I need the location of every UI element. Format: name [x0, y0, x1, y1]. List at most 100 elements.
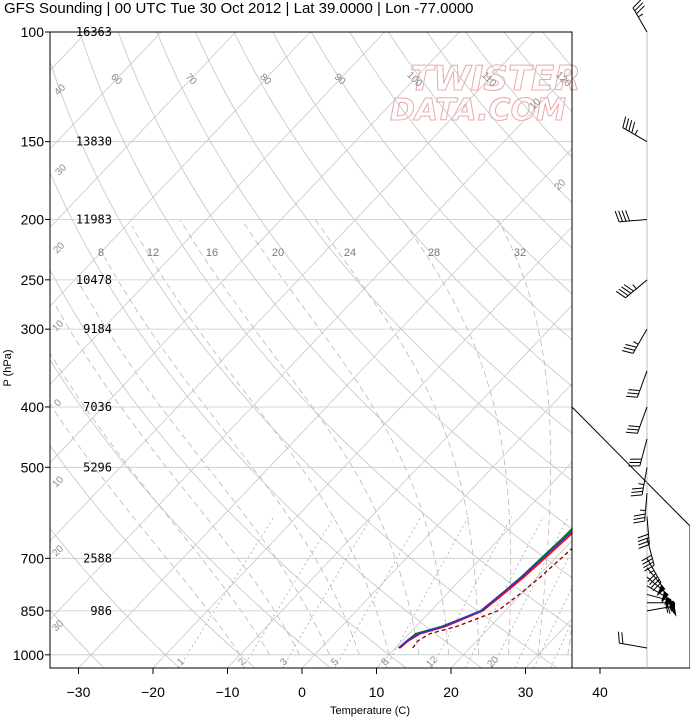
- wind-barb-full-tick: [614, 211, 620, 223]
- wind-barb: [637, 516, 650, 549]
- moist-adiabat-line: [50, 352, 271, 655]
- moist-adiabat-line: [179, 219, 420, 655]
- mixing-ratio-line: [431, 516, 513, 668]
- wind-barb-pennant: [656, 584, 665, 597]
- plot-frame: [49, 31, 573, 669]
- wind-barb: [632, 0, 648, 33]
- height-label: 7036: [83, 400, 112, 414]
- wind-barb-full-tick: [649, 576, 658, 585]
- wind-barb-full-tick: [638, 540, 650, 546]
- mixing-ratio-label: 20: [272, 247, 284, 259]
- x-axis-tick-label: 20: [443, 684, 459, 700]
- wind-barb-half-tick: [632, 284, 637, 290]
- wind-barb-full-tick: [642, 558, 653, 565]
- wind-barb-full-tick: [617, 631, 620, 644]
- wind-barb-full-tick: [638, 544, 650, 549]
- height-label: 986: [90, 604, 112, 618]
- dry-adiabat-line: [50, 527, 180, 668]
- dry-adiabat-line: [50, 60, 558, 668]
- isotherm-line: [675, 32, 690, 668]
- isotherm-line: [450, 540, 572, 668]
- height-label: 5296: [83, 460, 112, 474]
- wind-barb-full-tick: [633, 517, 645, 520]
- moist-adiabat-line: [104, 257, 360, 655]
- x-axis-tick-label: −30: [67, 684, 91, 700]
- x-axis-tick-label: −10: [216, 684, 240, 700]
- wind-barb: [615, 279, 648, 299]
- dry-adiabat-label: 20: [51, 240, 67, 256]
- y-axis: 100 150 200 250 300 400 500 700 850 1000: [13, 24, 50, 663]
- wind-barb-staff: [639, 438, 648, 467]
- dry-adiabat-line: [79, 32, 572, 628]
- wind-barb-pennant: [661, 591, 669, 604]
- y-axis-tick-label: 1000: [13, 647, 44, 663]
- dry-adiabat-line: [50, 444, 256, 668]
- dry-adiabat-label: 30: [53, 162, 69, 178]
- wind-barb-full-tick: [628, 119, 633, 132]
- profile-parcel: [412, 547, 572, 649]
- wind-barb-full-tick: [641, 554, 652, 562]
- wind-barb: [646, 593, 675, 613]
- height-label: 16363: [76, 25, 112, 39]
- dry-adiabat-line: [156, 32, 572, 530]
- wind-barb-full-tick: [634, 2, 644, 12]
- mixing-ratio-label: 28: [428, 247, 440, 259]
- mixing-ratio-label: 12: [147, 247, 159, 259]
- moist-adiabat-line: [131, 226, 390, 655]
- isotherm-line: [152, 226, 572, 668]
- wind-barb-staff: [625, 279, 648, 299]
- moist-adiabat-line: [402, 219, 512, 655]
- height-label: 11983: [76, 212, 112, 226]
- wind-barb-full-tick: [623, 284, 634, 292]
- isotherm-line: [376, 461, 572, 668]
- dry-adiabat-label: 0: [574, 349, 586, 361]
- wind-barb: [626, 370, 648, 398]
- wind-barb-full-tick: [631, 121, 636, 134]
- x-axis: −30 −20 −10 0 10 20 30 40: [67, 668, 608, 700]
- x-axis-tick-label: 10: [369, 684, 385, 700]
- wind-barb: [622, 116, 648, 143]
- height-label: 13830: [76, 135, 112, 149]
- dry-adiabat-label: 10: [50, 318, 66, 334]
- wind-barb-full-tick: [628, 389, 640, 392]
- dry-adiabat-line: [310, 32, 572, 341]
- wind-barb-full-tick: [618, 288, 629, 297]
- wind-barb-full-tick: [621, 350, 634, 354]
- mixing-ratio-line: [533, 586, 572, 668]
- wind-barb-staff: [646, 538, 655, 566]
- wind-barb: [628, 438, 648, 467]
- isotherm-line: [50, 32, 385, 385]
- wind-barb-full-tick: [621, 210, 627, 222]
- wind-barb-full-tick: [647, 573, 657, 582]
- y-axis-label: P (hPa): [2, 349, 14, 386]
- wind-barb-full-tick: [633, 520, 645, 524]
- profile-virtual-temperature: [397, 530, 572, 649]
- dry-adiabat-line: [117, 32, 572, 579]
- dry-adiabat-line: [349, 32, 572, 295]
- wind-barb-staff: [646, 558, 662, 583]
- wind-barb-full-tick: [625, 343, 637, 348]
- wind-barb-half-tick: [633, 341, 639, 345]
- wind-barb: [646, 558, 662, 592]
- wind-barb-full-tick: [630, 494, 643, 497]
- moist-adiabat-line: [241, 219, 449, 655]
- wind-barb-full-tick: [633, 513, 646, 517]
- mixing-ratio-label: 8: [98, 247, 104, 259]
- wind-barb-full-tick: [625, 210, 631, 222]
- height-label: 2588: [83, 551, 112, 565]
- wind-barb-half-tick: [634, 129, 639, 135]
- twisterdata-watermark: TWISTER DATA.COM: [390, 59, 581, 129]
- wind-barb-staff: [641, 467, 648, 495]
- dry-adiabat-label: 20: [598, 480, 614, 496]
- wind-barb-full-tick: [650, 579, 660, 588]
- y-axis-tick-label: 200: [21, 211, 45, 227]
- wind-barb-full-tick: [643, 561, 654, 569]
- watermark-line-2: DATA.COM: [390, 93, 566, 128]
- wind-barb-full-tick: [618, 210, 624, 222]
- chart-title: GFS Sounding | 00 UTC Tue 30 Oct 2012 | …: [4, 0, 474, 17]
- dry-adiabat-line: [195, 32, 572, 482]
- wind-barb-staff: [619, 642, 648, 649]
- watermark-line-1: TWISTER: [410, 59, 580, 99]
- wind-barb-panel-outline: [571, 32, 690, 669]
- sounding-profiles: [397, 527, 572, 649]
